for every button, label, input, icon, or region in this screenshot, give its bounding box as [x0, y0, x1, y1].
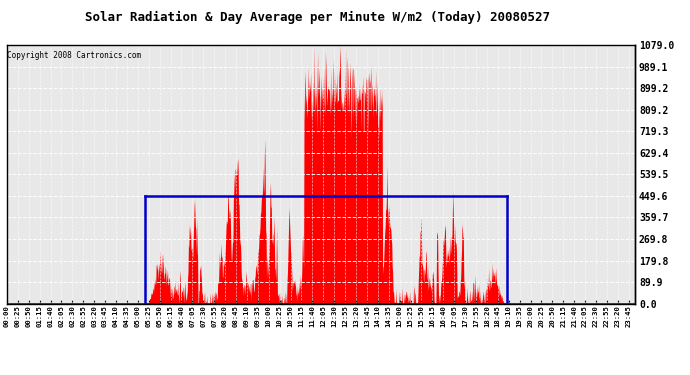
- Text: Copyright 2008 Cartronics.com: Copyright 2008 Cartronics.com: [7, 51, 141, 60]
- Text: Solar Radiation & Day Average per Minute W/m2 (Today) 20080527: Solar Radiation & Day Average per Minute…: [85, 11, 550, 24]
